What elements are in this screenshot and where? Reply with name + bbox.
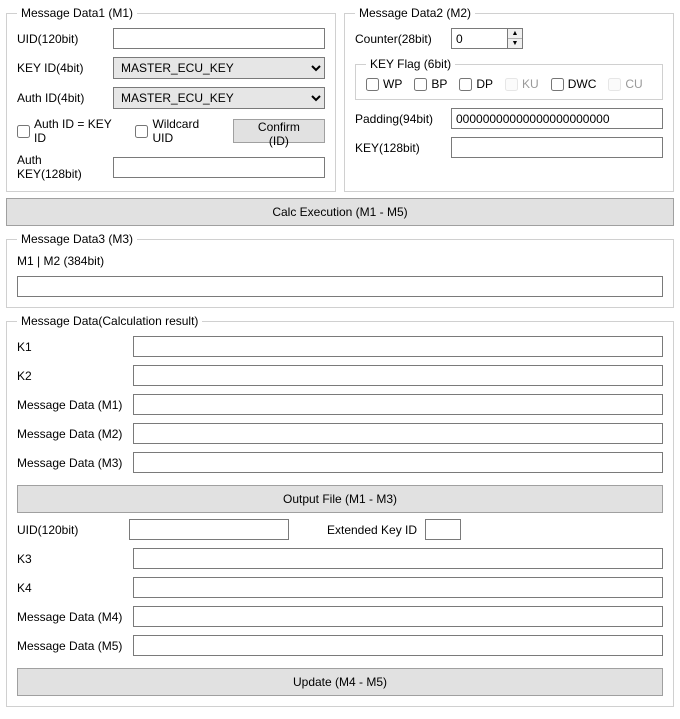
calculation-result-group: Message Data(Calculation result) K1 K2 M… [6, 314, 674, 707]
k1-input[interactable] [133, 336, 663, 357]
m4-label: Message Data (M4) [17, 610, 127, 624]
extended-key-id-input[interactable] [425, 519, 461, 540]
out-uid-label: UID(120bit) [17, 523, 121, 537]
keyflag-group: KEY Flag (6bit) WP BP DP KU DWC CU [355, 57, 663, 100]
message-data1-group: Message Data1 (M1) UID(120bit) KEY ID(4b… [6, 6, 336, 192]
extended-key-id-label: Extended Key ID [327, 523, 417, 537]
authkey-input[interactable] [113, 157, 325, 178]
m2-legend: Message Data2 (M2) [355, 6, 475, 20]
key-input[interactable] [451, 137, 663, 158]
counter-label: Counter(28bit) [355, 32, 445, 46]
update-button[interactable]: Update (M4 - M5) [17, 668, 663, 696]
uid-input[interactable] [113, 28, 325, 49]
k4-input[interactable] [133, 577, 663, 598]
flag-wp-checkbox[interactable]: WP [366, 77, 402, 91]
flag-cu-checkbox: CU [608, 77, 642, 91]
m5-input[interactable] [133, 635, 663, 656]
k4-label: K4 [17, 581, 127, 595]
k1-label: K1 [17, 340, 127, 354]
key-label: KEY(128bit) [355, 141, 445, 155]
message-data2-group: Message Data2 (M2) Counter(28bit) ▲ ▼ KE… [344, 6, 674, 192]
m1r-label: Message Data (M1) [17, 398, 127, 412]
padding-input[interactable] [451, 108, 663, 129]
m3r-label: Message Data (M3) [17, 456, 127, 470]
authid-label: Auth ID(4bit) [17, 91, 107, 105]
m4-input[interactable] [133, 606, 663, 627]
calc-execution-button[interactable]: Calc Execution (M1 - M5) [6, 198, 674, 226]
flag-dwc-checkbox[interactable]: DWC [551, 77, 597, 91]
k2-input[interactable] [133, 365, 663, 386]
calc-result-legend: Message Data(Calculation result) [17, 314, 202, 328]
m3r-input[interactable] [133, 452, 663, 473]
k2-label: K2 [17, 369, 127, 383]
m2r-input[interactable] [133, 423, 663, 444]
output-file-button[interactable]: Output File (M1 - M3) [17, 485, 663, 513]
flag-ku-checkbox: KU [505, 77, 539, 91]
m3-legend: Message Data3 (M3) [17, 232, 137, 246]
padding-label: Padding(94bit) [355, 112, 445, 126]
authid-eq-keyid-checkbox[interactable]: Auth ID = KEY ID [17, 117, 121, 145]
uid-label: UID(120bit) [17, 32, 107, 46]
counter-down-button[interactable]: ▼ [508, 39, 522, 48]
counter-up-button[interactable]: ▲ [508, 29, 522, 39]
m3-label: M1 | M2 (384bit) [17, 254, 663, 268]
confirm-id-button[interactable]: Confirm (ID) [233, 119, 325, 143]
authid-select[interactable]: MASTER_ECU_KEY [113, 87, 325, 109]
authkey-label: Auth KEY(128bit) [17, 153, 107, 181]
wildcard-uid-checkbox[interactable]: Wildcard UID [135, 117, 218, 145]
message-data3-group: Message Data3 (M3) M1 | M2 (384bit) [6, 232, 674, 308]
k3-input[interactable] [133, 548, 663, 569]
m1r-input[interactable] [133, 394, 663, 415]
counter-spinner[interactable]: ▲ ▼ [451, 28, 523, 49]
keyid-select[interactable]: MASTER_ECU_KEY [113, 57, 325, 79]
k3-label: K3 [17, 552, 127, 566]
keyflag-legend: KEY Flag (6bit) [366, 57, 455, 71]
out-uid-input[interactable] [129, 519, 289, 540]
m3-input[interactable] [17, 276, 663, 297]
m5-label: Message Data (M5) [17, 639, 127, 653]
m1-legend: Message Data1 (M1) [17, 6, 137, 20]
counter-input[interactable] [451, 28, 507, 49]
m2r-label: Message Data (M2) [17, 427, 127, 441]
flag-dp-checkbox[interactable]: DP [459, 77, 493, 91]
flag-bp-checkbox[interactable]: BP [414, 77, 447, 91]
keyid-label: KEY ID(4bit) [17, 61, 107, 75]
